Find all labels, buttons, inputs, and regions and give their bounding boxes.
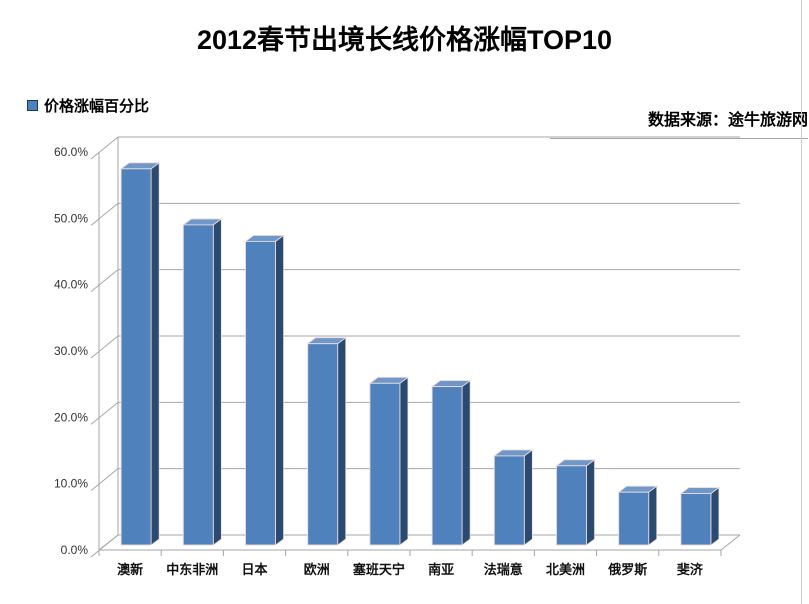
- chart-title: 2012春节出境长线价格涨幅TOP10: [196, 25, 613, 55]
- y-tick-connector: [90, 202, 119, 226]
- bar-side-face: [275, 234, 284, 546]
- chart-right-border: [801, 0, 802, 604]
- data-source-label: 数据来源：途牛旅游网: [550, 106, 808, 139]
- bar-side-face: [586, 459, 595, 546]
- floor-right-edge: [720, 534, 741, 551]
- bar-side-face: [648, 485, 658, 546]
- category-label: 塞班天宁: [353, 562, 405, 577]
- y-axis-label: 60.0%: [54, 145, 88, 159]
- y-axis-label: 0.0%: [61, 543, 89, 557]
- y-tick-connector: [90, 401, 119, 425]
- bar: [369, 382, 401, 546]
- category-label: 南亚: [428, 562, 454, 577]
- y-tick-connector: [90, 136, 119, 160]
- bar-side-face: [461, 379, 471, 546]
- bar: [431, 386, 463, 546]
- bar-side-face: [710, 486, 720, 546]
- bar-side-face: [399, 376, 409, 546]
- legend: 价格涨幅百分比: [27, 95, 149, 116]
- category-label: 中东非洲: [166, 562, 218, 577]
- bar: [245, 240, 276, 546]
- category-label: 北美洲: [546, 562, 585, 577]
- floor-left-edge: [98, 534, 119, 551]
- bar-side-face: [523, 449, 533, 546]
- bar: [680, 493, 712, 546]
- y-tick-connector: [90, 468, 119, 492]
- legend-marker-icon: [27, 100, 38, 111]
- y-axis-label: 30.0%: [54, 344, 88, 358]
- y-axis-label: 40.0%: [54, 278, 88, 292]
- y-axis-label: 50.0%: [54, 211, 88, 225]
- y-axis-label: 10.0%: [54, 477, 88, 491]
- category-label: 俄罗斯: [607, 562, 647, 577]
- category-label: 澳新: [117, 562, 143, 577]
- bar-side-face: [337, 337, 347, 546]
- category-label: 法瑞意: [484, 562, 523, 577]
- category-label: 斐济: [676, 562, 704, 577]
- bar-side-face: [150, 162, 160, 546]
- category-label: 欧洲: [304, 562, 330, 577]
- y-tick-connector: [90, 335, 119, 359]
- bar: [307, 343, 339, 546]
- bar: [556, 465, 587, 546]
- bar: [493, 455, 525, 546]
- bar: [120, 168, 152, 546]
- bar-side-face: [212, 218, 222, 546]
- y-tick-connector: [90, 269, 119, 293]
- y-axis-label: 20.0%: [54, 410, 88, 424]
- legend-label: 价格涨幅百分比: [44, 98, 150, 115]
- bar: [618, 491, 650, 546]
- bar: [182, 224, 214, 546]
- category-label: 日本: [241, 562, 267, 577]
